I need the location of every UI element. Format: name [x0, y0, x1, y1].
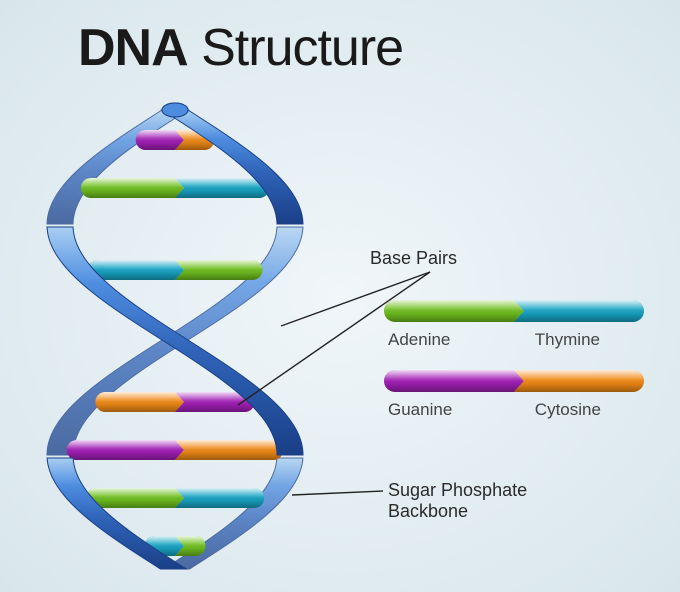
base-left	[384, 370, 524, 392]
legend-cytosine-label: Cytosine	[535, 400, 601, 420]
legend-bar	[384, 300, 644, 322]
base-left	[136, 130, 184, 150]
base-pair-rung	[81, 178, 269, 198]
backbone-strand	[47, 110, 188, 224]
backbone-strand	[162, 110, 303, 224]
backbone-cap	[162, 103, 188, 117]
base-left	[67, 440, 184, 460]
base-right	[175, 178, 269, 198]
base-right	[514, 370, 644, 392]
base-pair-rung	[67, 440, 283, 460]
legend-adenine-label: Adenine	[388, 330, 450, 350]
base-right	[175, 440, 283, 460]
base-pair-rung	[95, 392, 254, 412]
base-left	[95, 392, 184, 412]
base-left	[88, 260, 184, 280]
base-right	[175, 488, 264, 508]
base-right	[514, 300, 644, 322]
legend-bar	[384, 370, 644, 392]
base-left	[81, 178, 184, 198]
backbone-label: Sugar PhosphateBackbone	[388, 480, 527, 522]
dna-diagram	[0, 0, 680, 592]
legend-guanine-label: Guanine	[388, 400, 452, 420]
base-left	[384, 300, 524, 322]
legend-thymine-label: Thymine	[535, 330, 600, 350]
callout-line	[292, 491, 383, 495]
base-left	[86, 488, 184, 508]
base-pairs-label: Base Pairs	[370, 248, 457, 269]
base-pair-rung	[88, 260, 263, 280]
base-right	[175, 260, 262, 280]
base-pair-rung	[86, 488, 264, 508]
